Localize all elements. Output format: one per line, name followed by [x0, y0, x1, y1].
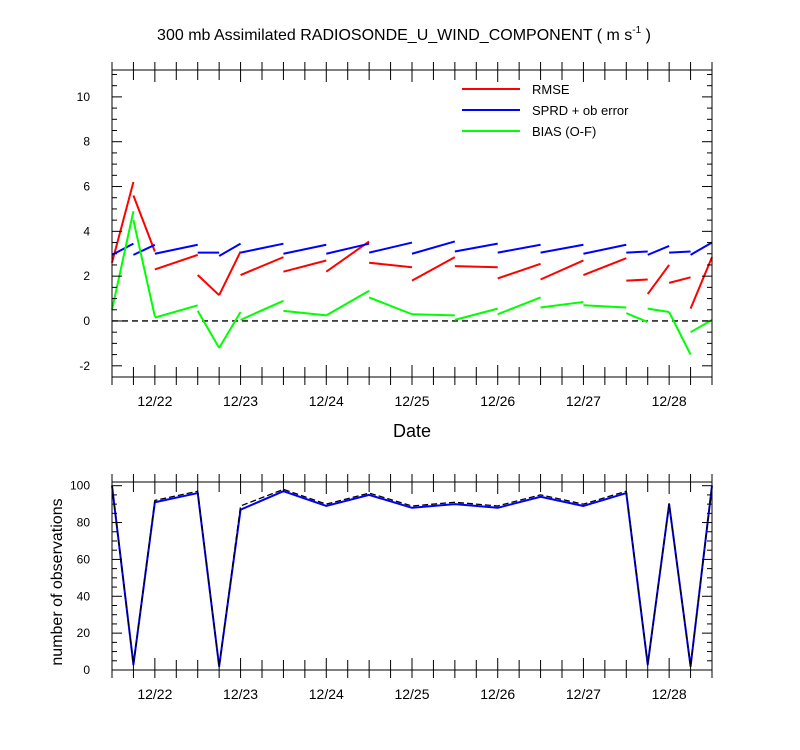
series-bias-o-f-segment-9 [411, 313, 455, 317]
top-y-tick-label: 8 [83, 135, 90, 149]
top-x-tick-label: 12/28 [652, 393, 687, 409]
x-axis-label: Date [393, 421, 431, 441]
y-axis-label-observations: number of observations [49, 498, 66, 665]
bottom-y-tick-label: 80 [77, 516, 91, 530]
series-bias-o-f-segment-12 [540, 300, 584, 309]
chart-title-units: m s [606, 27, 632, 44]
chart-title: 300 mb Assimilated RADIOSONDE_U_WIND_COM… [157, 25, 651, 44]
top-x-tick-label: 12/26 [480, 393, 515, 409]
series-rmse-segment-12 [540, 259, 584, 281]
series-rmse-segment-8 [369, 261, 413, 269]
series-sprd-ob-error-segment-17 [690, 241, 713, 256]
series-bias-o-f-segment-13 [583, 304, 627, 309]
chart-title-units-exponent: -1 [632, 25, 641, 36]
series-sprd-ob-error-segment-7 [326, 242, 370, 255]
series-bias-o-f-segment-0 [111, 210, 135, 310]
series-rmse-segment-10 [454, 265, 498, 269]
top-x-tick-label: 12/25 [394, 393, 429, 409]
bottom-x-tick-label: 12/28 [652, 686, 687, 702]
series-sprd-ob-error-segment-15 [647, 244, 670, 256]
bottom-x-tick-label: 12/24 [309, 686, 344, 702]
series-rmse-segment-1 [132, 195, 156, 252]
series-assimilated-line [111, 485, 713, 668]
bottom-y-tick-label: 20 [77, 626, 91, 640]
legend-label-1: SPRD + ob error [532, 103, 629, 118]
series-rmse-segment-13 [583, 257, 627, 276]
chart-title-main: 300 mb Assimilated RADIOSONDE_U_WIND_COM… [157, 27, 593, 44]
legend-label-2: BIAS (O-F) [532, 124, 596, 139]
series-bias-o-f-segment-8 [368, 296, 413, 316]
series-rmse-segment-0 [111, 181, 135, 263]
bottom-x-tick-label: 12/26 [480, 686, 515, 702]
series-sprd-ob-error-segment-8 [368, 241, 413, 254]
series-bias-o-f-segment-15 [647, 307, 670, 314]
series-sprd-ob-error-segment-6 [283, 243, 327, 255]
series-bias-o-f-segment-2 [154, 304, 198, 319]
series-bias-o-f-segment-14 [625, 312, 649, 324]
series-rmse-segment-16 [668, 276, 691, 284]
series-sprd-ob-error-segment-9 [411, 240, 456, 255]
top-y-tick-label: 4 [83, 224, 90, 238]
series-rmse-segment-9 [411, 256, 456, 282]
legend-label-0: RMSE [532, 82, 570, 97]
series-bias-o-f-segment-3 [196, 310, 221, 349]
top-x-tick-label: 12/27 [566, 393, 601, 409]
bottom-y-tick-label: 40 [77, 589, 91, 603]
bottom-plot-frame [111, 481, 713, 671]
series-sprd-ob-error-segment-11 [497, 243, 541, 254]
series-bias-o-f-segment-17 [690, 318, 713, 334]
top-x-tick-label: 12/23 [223, 393, 258, 409]
series-sprd-ob-error-segment-5 [240, 242, 284, 254]
series-rmse-segment-4 [218, 251, 242, 296]
top-x-tick-label: 12/24 [309, 393, 344, 409]
bottom-x-tick-label: 12/25 [394, 686, 429, 702]
bottom-y-tick-label: 60 [77, 552, 91, 566]
series-sprd-ob-error-segment-14 [626, 250, 648, 254]
bottom-x-tick-label: 12/23 [223, 686, 258, 702]
series-bias-o-f-segment-5 [240, 299, 284, 321]
series-sprd-ob-error-segment-13 [583, 243, 627, 255]
bottom-x-tick-label: 12/27 [566, 686, 601, 702]
top-y-tick-label: 2 [83, 269, 90, 283]
top-x-tick-label: 12/22 [137, 393, 172, 409]
series-possible-line [111, 485, 713, 667]
series-sprd-ob-error-segment-10 [454, 242, 498, 253]
series-rmse-segment-14 [626, 278, 648, 282]
series-bias-o-f-segment-11 [497, 296, 541, 316]
series-bias-o-f-segment-10 [454, 307, 498, 321]
series-sprd-ob-error-segment-4 [218, 242, 242, 257]
bottom-x-tick-label: 12/22 [137, 686, 172, 702]
top-y-tick-label: -2 [79, 359, 90, 373]
bottom-panel: 0 20 40 60 80 100 12/22 12/23 12/24 12/25 12/26 12/… [70, 474, 713, 702]
top-y-tick-label: 6 [83, 180, 90, 194]
series-sprd-ob-error-segment-16 [669, 250, 691, 254]
top-y-tick-label: 10 [77, 90, 91, 104]
series-bias-o-f-segment-7 [325, 289, 370, 317]
series-rmse-segment-11 [497, 262, 541, 280]
series-rmse-segment-15 [646, 264, 670, 295]
series-rmse-segment-6 [283, 259, 327, 273]
series-bias-o-f-segment-4 [218, 311, 242, 349]
series-sprd-ob-error-segment-0 [111, 242, 134, 256]
series-sprd-ob-error-segment-1 [133, 243, 156, 256]
series-rmse-segment-7 [325, 240, 370, 273]
series-bias-o-f-segment-16 [668, 311, 692, 356]
series-bias-o-f-segment-6 [283, 309, 327, 317]
series-rmse-segment-17 [689, 256, 713, 310]
series-rmse-segment-5 [240, 256, 284, 276]
bottom-y-tick-label: 0 [83, 663, 90, 677]
top-y-tick-label: 0 [83, 314, 90, 328]
series-rmse-segment-3 [197, 274, 220, 296]
series-sprd-ob-error-segment-2 [154, 243, 198, 255]
top-panel: -2 0 2 4 6 8 10 12/22 12/23 12/24 12/25 12/26 12/27 1… [77, 62, 713, 409]
series-bias-o-f-segment-1 [132, 219, 156, 317]
bottom-y-tick-label: 100 [70, 479, 90, 493]
legend: RMSE SPRD + ob error BIAS (O-F) [462, 82, 629, 139]
series-rmse-segment-2 [154, 253, 199, 271]
series-sprd-ob-error-segment-12 [540, 243, 584, 254]
